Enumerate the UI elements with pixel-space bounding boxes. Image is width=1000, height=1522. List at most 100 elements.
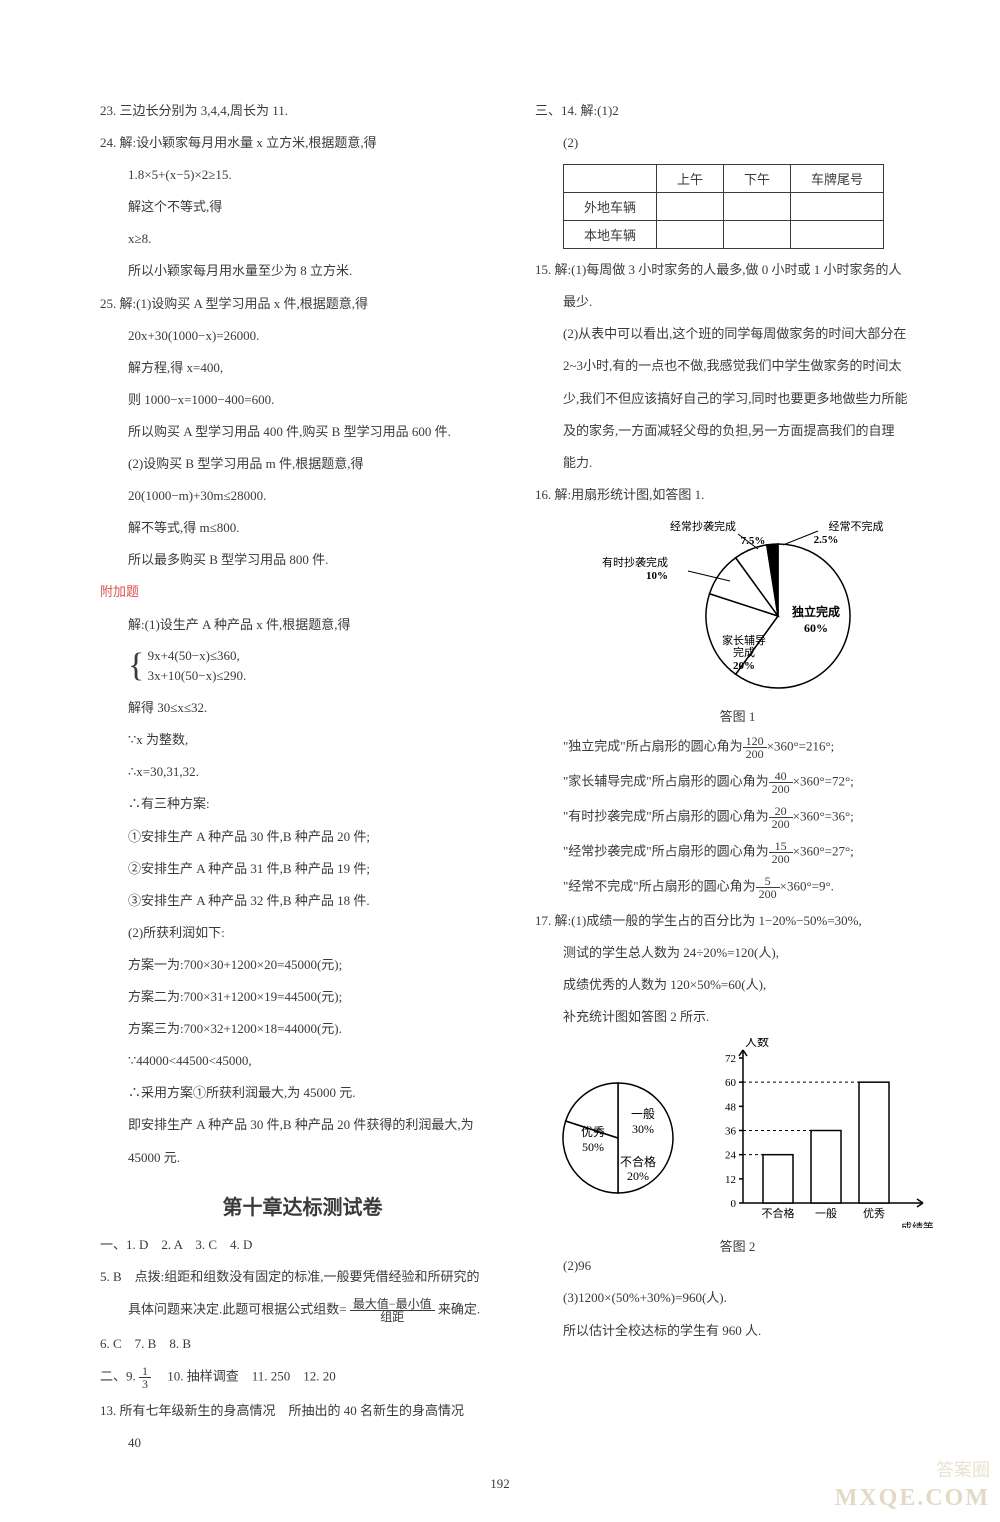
- bar-chart: 人数成绩等级0122436486072不合格一般优秀: [703, 1038, 933, 1228]
- svg-text:20%: 20%: [733, 660, 755, 672]
- q15-l1: 15. 解:(1)每周做 3 小时家务的人最多,做 0 小时或 1 小时家务的人: [535, 259, 940, 281]
- ex-l14: ∴采用方案①所获利润最大,为 45000 元.: [100, 1082, 505, 1104]
- ex-l1: 解:(1)设生产 A 种产品 x 件,根据题意,得: [100, 614, 505, 636]
- q24-l2: 1.8×5+(x−5)×2≥15.: [100, 164, 505, 186]
- th-blank: [564, 165, 657, 193]
- ex-system: { 9x+4(50−x)≤360, 3x+10(50−x)≤290.: [100, 646, 505, 688]
- sec13b: 40: [100, 1432, 505, 1454]
- q17-l6: (3)1200×(50%+30%)=960(人).: [535, 1287, 940, 1309]
- ex-l15: 即安排生产 A 种产品 30 件,B 种产品 20 件获得的利润最大,为: [100, 1114, 505, 1136]
- q24-l3: 解这个不等式,得: [100, 196, 505, 218]
- watermark-text: 答案圈: [936, 1456, 990, 1482]
- svg-text:72: 72: [725, 1053, 736, 1065]
- svg-text:成绩等级: 成绩等级: [901, 1220, 933, 1228]
- q25-l6: (2)设购买 B 型学习用品 m 件,根据题意,得: [100, 453, 505, 475]
- sec6: 6. C 7. B 8. B: [100, 1333, 505, 1355]
- pie1-caption: 答图 1: [535, 706, 940, 725]
- q25-l4: 则 1000−x=1000−400=600.: [100, 389, 505, 411]
- q15-l5: 及的家务,一方面减轻父母的负担,另一方面提高我们的自理: [535, 420, 940, 442]
- q15-l2: (2)从表中可以看出,这个班的同学每周做家务的时间大部分在: [535, 323, 940, 345]
- ex-l8: ③安排生产 A 种产品 32 件,B 种产品 18 件.: [100, 890, 505, 912]
- svg-text:12: 12: [725, 1174, 736, 1186]
- ex-l3: ∵x 为整数,: [100, 729, 505, 751]
- ex-l2: 解得 30≤x≤32.: [100, 697, 505, 719]
- svg-text:60: 60: [725, 1077, 737, 1089]
- svg-text:48: 48: [725, 1102, 737, 1114]
- q15-l6: 能力.: [535, 452, 940, 474]
- calc1: "独立完成"所占扇形的圆心角为120200×360°=216°;: [535, 735, 940, 760]
- svg-text:优秀: 优秀: [863, 1207, 885, 1220]
- q17-l4: 补充统计图如答图 2 所示.: [535, 1006, 940, 1028]
- ex-sys1: 9x+4(50−x)≤360,: [148, 646, 247, 667]
- q25-l9: 所以最多购买 B 型学习用品 800 件.: [100, 549, 505, 571]
- ex-l16: 45000 元.: [100, 1147, 505, 1169]
- ex-l6: ①安排生产 A 种产品 30 件,B 种产品 20 件;: [100, 826, 505, 848]
- page-number: 192: [490, 1476, 510, 1492]
- svg-text:经常不完成: 经常不完成: [828, 519, 883, 533]
- svg-text:一般: 一般: [815, 1207, 837, 1220]
- q17-l3: 成绩优秀的人数为 120×50%=60(人),: [535, 974, 940, 996]
- watermark-url: MXQE.COM: [835, 1485, 990, 1512]
- svg-text:20%: 20%: [627, 1169, 649, 1183]
- svg-text:有时抄袭完成: 有时抄袭完成: [602, 555, 668, 569]
- sec9-num: 1: [139, 1365, 151, 1378]
- sec5b-pre: 具体问题来决定.此题可根据公式组数=: [128, 1301, 347, 1316]
- q17-l5: (2)96: [535, 1255, 940, 1277]
- q24-l5: 所以小颖家每月用水量至少为 8 立方米.: [100, 260, 505, 282]
- q17-l1: 17. 解:(1)成绩一般的学生占的百分比为 1−20%−50%=30%,: [535, 910, 940, 932]
- q17-l2: 测试的学生总人数为 24÷20%=120(人),: [535, 942, 940, 964]
- svg-text:10%: 10%: [646, 570, 668, 582]
- svg-text:完成: 完成: [733, 645, 755, 659]
- ex-l10: 方案一为:700×30+1200×20=45000(元);: [100, 954, 505, 976]
- sec9-den: 3: [139, 1378, 151, 1390]
- th-pm: 下午: [724, 165, 791, 193]
- q25-l3: 解方程,得 x=400,: [100, 357, 505, 379]
- svg-text:人数: 人数: [745, 1038, 769, 1049]
- ex-l9: (2)所获利润如下:: [100, 922, 505, 944]
- svg-text:一般: 一般: [630, 1106, 654, 1121]
- q25-l7: 20(1000−m)+30m≤28000.: [100, 485, 505, 507]
- extra-title: 附加题: [100, 581, 505, 603]
- th-am: 上午: [657, 165, 724, 193]
- fig2-caption: 答图 2: [535, 1236, 940, 1255]
- q16-l1: 16. 解:用扇形统计图,如答图 1.: [535, 484, 940, 506]
- svg-text:2.5%: 2.5%: [813, 534, 838, 546]
- sec1: 一、1. D 2. A 3. C 4. D: [100, 1234, 505, 1256]
- q25-l1: 25. 解:(1)设购买 A 型学习用品 x 件,根据题意,得: [100, 293, 505, 315]
- svg-text:50%: 50%: [582, 1140, 604, 1154]
- ex-l7: ②安排生产 A 种产品 31 件,B 种产品 19 件;: [100, 858, 505, 880]
- svg-text:0: 0: [730, 1198, 736, 1210]
- right-column: 三、14. 解:(1)2 (2) 上午下午车牌尾号 外地车辆 本地车辆 15. …: [535, 100, 940, 1464]
- ex-l4: ∴x=30,31,32.: [100, 761, 505, 783]
- q17-l7: 所以估计全校达标的学生有 960 人.: [535, 1320, 940, 1342]
- calc3: "有时抄袭完成"所占扇形的圆心角为20200×360°=36°;: [535, 805, 940, 830]
- figure2-row: 优秀50%一般30%不合格20% 人数成绩等级0122436486072不合格一…: [535, 1038, 940, 1228]
- svg-text:家长辅导: 家长辅导: [722, 633, 766, 647]
- ex-l12: 方案三为:700×32+1200×18=44000(元).: [100, 1018, 505, 1040]
- sec5a: 5. B 点拨:组距和组数没有固定的标准,一般要凭借经验和所研究的: [100, 1266, 505, 1288]
- q14-table: 上午下午车牌尾号 外地车辆 本地车辆: [563, 164, 884, 249]
- svg-text:不合格: 不合格: [761, 1206, 794, 1220]
- q15-l1b: 最少.: [535, 291, 940, 313]
- pie1-figure: 独立完成60%家长辅导完成20%有时抄袭完成10%经常抄袭完成7.5%经常不完成…: [535, 516, 940, 725]
- calc4: "经常抄袭完成"所占扇形的圆心角为15200×360°=27°;: [535, 840, 940, 865]
- svg-text:60%: 60%: [804, 621, 828, 635]
- sec5b-post: 来确定.: [438, 1301, 480, 1316]
- pie1-chart: 独立完成60%家长辅导完成20%有时抄袭完成10%经常抄袭完成7.5%经常不完成…: [558, 516, 918, 696]
- q24-l1: 24. 解:设小颖家每月用水量 x 立方米,根据题意,得: [100, 132, 505, 154]
- sec9: 二、9. 13 10. 抽样调查 11. 250 12. 20: [100, 1365, 505, 1390]
- th-plate: 车牌尾号: [791, 165, 884, 193]
- left-column: 23. 三边长分别为 3,4,4,周长为 11. 24. 解:设小颖家每月用水量…: [100, 100, 505, 1464]
- svg-text:不合格: 不合格: [619, 1154, 655, 1169]
- pie2-chart: 优秀50%一般30%不合格20%: [543, 1058, 693, 1208]
- q14-l2: (2): [535, 132, 940, 154]
- sec5b: 具体问题来决定.此题可根据公式组数= 最大值−最小值组距 来确定.: [100, 1298, 505, 1323]
- q25-l2: 20x+30(1000−x)=26000.: [100, 325, 505, 347]
- svg-text:优秀: 优秀: [580, 1125, 604, 1139]
- r2-label: 本地车辆: [564, 221, 657, 249]
- svg-text:36: 36: [725, 1126, 737, 1138]
- ex-l11: 方案二为:700×31+1200×19=44500(元);: [100, 986, 505, 1008]
- svg-text:独立完成: 独立完成: [790, 604, 839, 619]
- svg-text:7.5%: 7.5%: [740, 535, 765, 547]
- sec9-post: 10. 抽样调查 11. 250 12. 20: [154, 1368, 336, 1383]
